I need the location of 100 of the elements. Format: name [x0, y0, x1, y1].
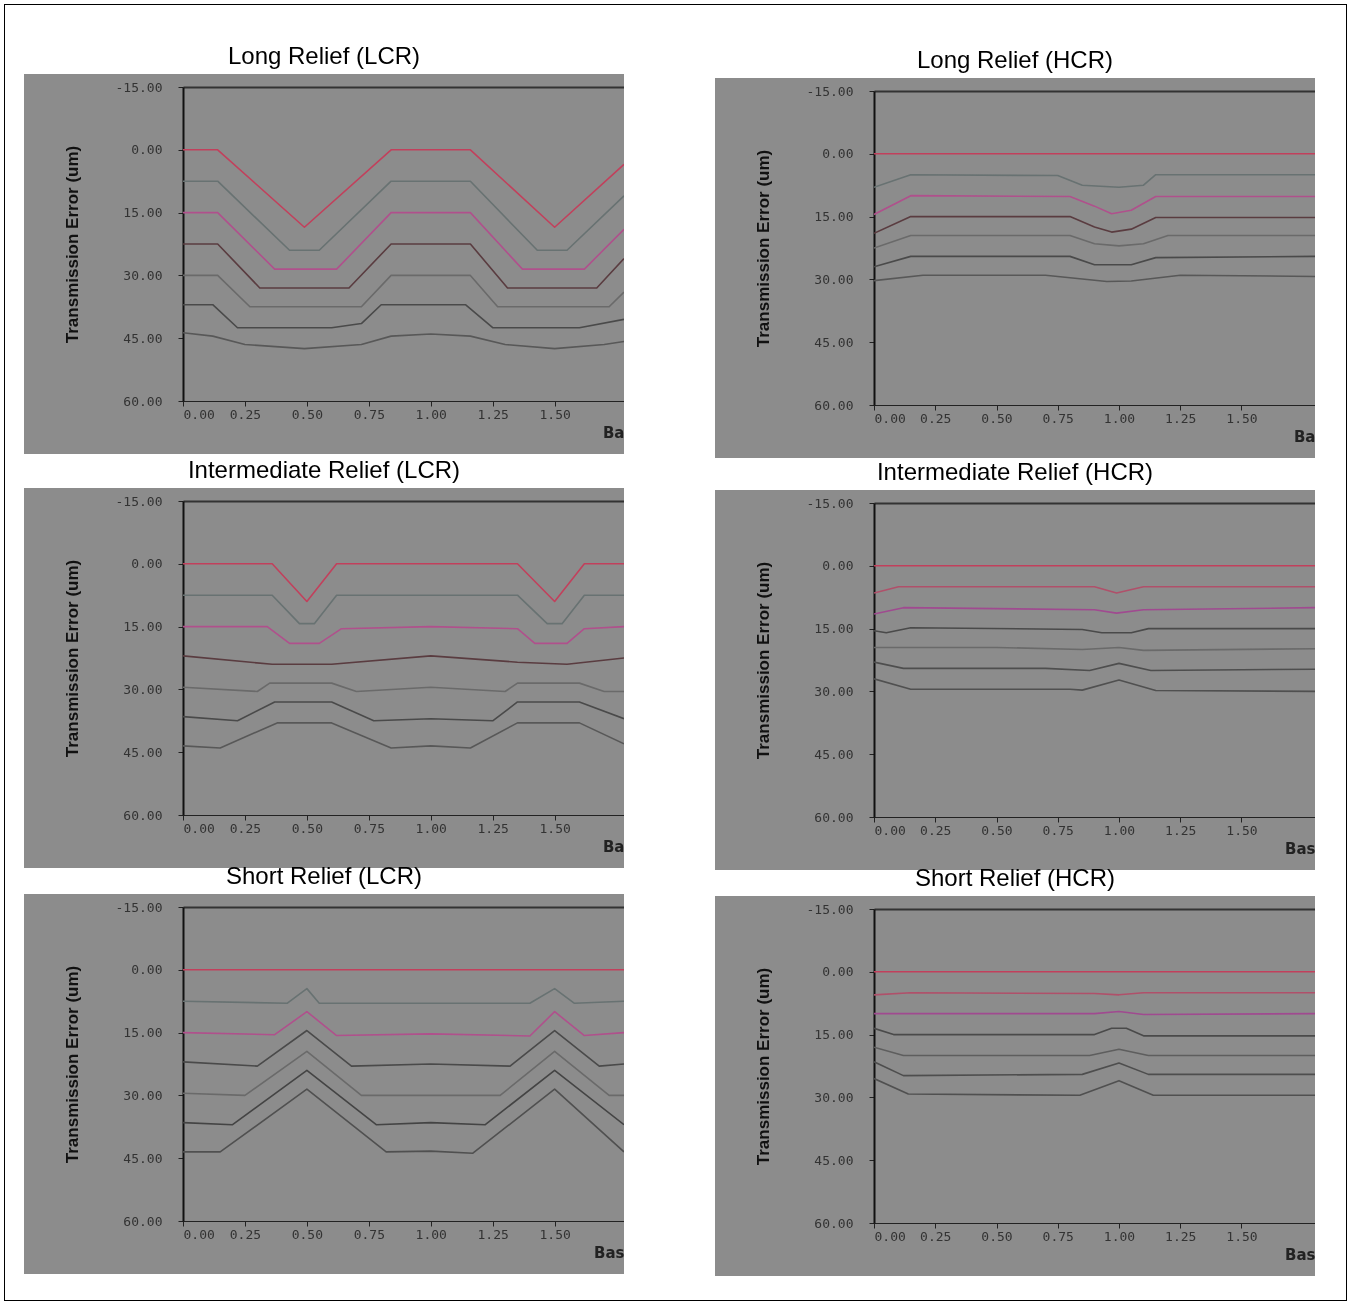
- x-tick-label: 1.25: [477, 1226, 509, 1242]
- x-tick-label: 0.50: [291, 820, 324, 836]
- x-tick-label: 0.75: [1042, 1228, 1074, 1244]
- y-tick-label: 0.00: [822, 558, 854, 574]
- line-series: [183, 722, 624, 749]
- x-tick-label: 1.50: [1226, 822, 1258, 838]
- y-axis-title: Transmission Error (um): [62, 559, 82, 758]
- x-tick-label: 1.00: [1103, 1228, 1136, 1244]
- y-tick-label: 0.00: [131, 556, 163, 572]
- line-series: [874, 173, 1315, 189]
- x-tick-label: 0.50: [981, 410, 1013, 426]
- y-tick-label: 60.00: [814, 1215, 854, 1231]
- y-tick-label: 15.00: [123, 205, 163, 221]
- y-tick-label: 30.00: [123, 267, 163, 283]
- line-series: [183, 331, 624, 350]
- x-tick-label: 1.50: [1226, 1228, 1258, 1244]
- x-axis-title: Ba: [602, 837, 625, 856]
- x-tick-label: 1.00: [1103, 410, 1136, 426]
- x-tick-label: 1.50: [539, 820, 571, 836]
- x-tick-label: 0.50: [291, 1226, 324, 1242]
- line-series: [874, 215, 1315, 235]
- x-tick-label: 0.00: [874, 410, 906, 426]
- x-tick-label: 0.75: [353, 1226, 385, 1242]
- x-axis-title: Ba: [602, 423, 625, 442]
- line-series: [874, 255, 1315, 268]
- x-tick-label: 0.50: [981, 1228, 1013, 1244]
- y-tick-label: 45.00: [814, 334, 854, 350]
- x-tick-label: 1.25: [1165, 410, 1197, 426]
- y-axis-title: Transmission Error (um): [62, 965, 82, 1164]
- y-tick-label: -15.00: [115, 899, 163, 915]
- x-axis-title: Ba: [1293, 427, 1316, 446]
- x-axis-title: Bas: [1285, 839, 1316, 858]
- x-axis-title: Bas: [594, 1243, 625, 1262]
- line-series: [183, 303, 624, 329]
- x-tick-label: 1.25: [477, 820, 509, 836]
- x-tick-label: 1.25: [1165, 822, 1197, 838]
- line-series: [183, 1029, 624, 1067]
- x-tick-label: 0.00: [183, 406, 215, 422]
- x-tick-label: 0.75: [1042, 410, 1074, 426]
- y-tick-label: 15.00: [814, 1027, 854, 1043]
- x-tick-label: 0.75: [1042, 822, 1074, 838]
- y-tick-label: 0.00: [131, 142, 163, 158]
- y-tick-label: -15.00: [806, 83, 854, 99]
- x-tick-label: 0.50: [291, 406, 324, 422]
- y-tick-label: 60.00: [123, 393, 163, 409]
- x-tick-label: 0.25: [920, 410, 952, 426]
- x-tick-label: 1.50: [539, 406, 571, 422]
- y-tick-label: 60.00: [123, 807, 163, 823]
- y-tick-label: 45.00: [123, 330, 163, 346]
- x-axis-title: Bas: [1285, 1245, 1316, 1264]
- x-tick-label: 0.75: [353, 820, 385, 836]
- x-tick-label: 1.50: [539, 1226, 571, 1242]
- y-tick-label: 15.00: [123, 619, 163, 635]
- line-series: [183, 1088, 624, 1154]
- line-series: [874, 194, 1315, 216]
- y-axis-title: Transmission Error (um): [753, 149, 773, 348]
- x-tick-label: 0.25: [229, 406, 262, 422]
- y-tick-label: 30.00: [814, 683, 854, 699]
- x-tick-label: 0.00: [874, 822, 906, 838]
- x-tick-label: 1.00: [1103, 822, 1136, 838]
- y-axis-title: Transmission Error (um): [62, 145, 82, 344]
- chart-title: Intermediate Relief (HCR): [875, 458, 1155, 486]
- chart-title: Short Relief (HCR): [913, 864, 1116, 892]
- x-tick-label: 0.00: [874, 1228, 906, 1244]
- x-tick-label: 0.25: [920, 1228, 952, 1244]
- x-tick-label: 0.25: [920, 822, 952, 838]
- x-tick-label: 0.50: [981, 822, 1013, 838]
- line-series: [874, 274, 1315, 283]
- y-tick-label: 45.00: [123, 744, 163, 760]
- line-series: [183, 655, 624, 666]
- y-tick-label: -15.00: [806, 495, 854, 511]
- y-tick-label: 30.00: [123, 681, 163, 697]
- y-tick-label: 45.00: [814, 746, 854, 762]
- chart-title: Long Relief (LCR): [226, 42, 422, 70]
- line-series: [874, 234, 1315, 249]
- x-tick-label: 1.25: [477, 406, 509, 422]
- y-tick-label: 15.00: [814, 621, 854, 637]
- chart-title: Short Relief (LCR): [224, 862, 424, 890]
- y-tick-label: -15.00: [806, 901, 854, 917]
- x-tick-label: 1.00: [415, 820, 447, 836]
- y-axis-title: Transmission Error (um): [753, 967, 773, 1166]
- y-tick-label: 30.00: [123, 1087, 163, 1103]
- chart-title: Intermediate Relief (LCR): [186, 456, 462, 484]
- y-tick-label: 30.00: [814, 1089, 854, 1105]
- y-tick-label: 60.00: [814, 397, 854, 413]
- line-series: [183, 701, 624, 722]
- line-series: [874, 661, 1315, 672]
- chart-title: Long Relief (HCR): [915, 46, 1115, 74]
- line-series: [874, 1077, 1315, 1097]
- x-tick-label: 1.00: [415, 406, 447, 422]
- x-tick-label: 0.00: [183, 820, 215, 836]
- y-tick-label: 45.00: [814, 1152, 854, 1168]
- y-tick-label: 45.00: [123, 1150, 163, 1166]
- x-tick-label: 1.00: [415, 1226, 447, 1242]
- x-tick-label: 1.50: [1226, 410, 1258, 426]
- y-tick-label: -15.00: [115, 493, 163, 509]
- line-series: [874, 1061, 1315, 1077]
- line-series: [874, 606, 1315, 615]
- y-tick-label: 15.00: [123, 1025, 163, 1041]
- x-tick-label: 0.00: [183, 1226, 215, 1242]
